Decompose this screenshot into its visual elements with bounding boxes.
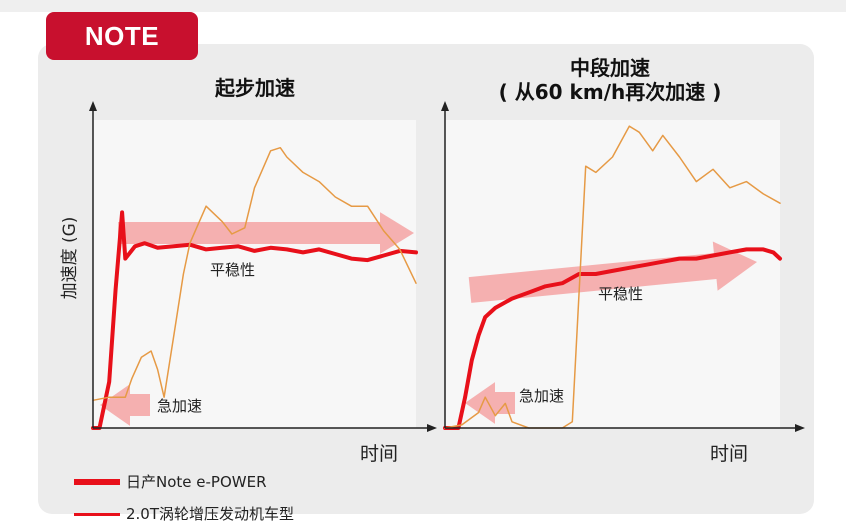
note-badge: NOTE: [46, 12, 198, 60]
chart-title-right-line-1: ( 从60 km/h再次加速 ): [498, 80, 722, 104]
chart-title-left: 起步加速: [215, 76, 295, 100]
legend-label-turbo: 2.0T涡轮增压发动机车型: [126, 505, 295, 523]
series-line-right-1: [444, 125, 781, 429]
plot-area-left: [93, 120, 416, 428]
annotation-label-right-1: 急加速: [519, 387, 564, 405]
series-line-left-1: [92, 146, 417, 402]
x-axis-label-right: 时间: [710, 443, 749, 465]
rapid-arrow-left: [100, 384, 150, 426]
legend-swatch-turbo: [74, 513, 120, 516]
rapid-arrow-right: [465, 382, 515, 424]
top-strip: [0, 0, 846, 12]
series-line-right-0: [443, 247, 782, 430]
x-axis-label-left: 时间: [360, 443, 399, 465]
chart-title-right: 中段加速( 从60 km/h再次加速 ): [440, 56, 780, 104]
legend-swatch-epower: [74, 479, 120, 485]
chart-title-right-line-0: 中段加速: [570, 56, 650, 80]
legend-label-epower: 日产Note e-POWER: [126, 473, 267, 491]
series-line-left-0: [91, 210, 418, 430]
annotation-label-left-0: 平稳性: [210, 261, 255, 279]
annotation-label-left-1: 急加速: [157, 397, 202, 415]
annotation-label-right-0: 平稳性: [598, 285, 643, 303]
